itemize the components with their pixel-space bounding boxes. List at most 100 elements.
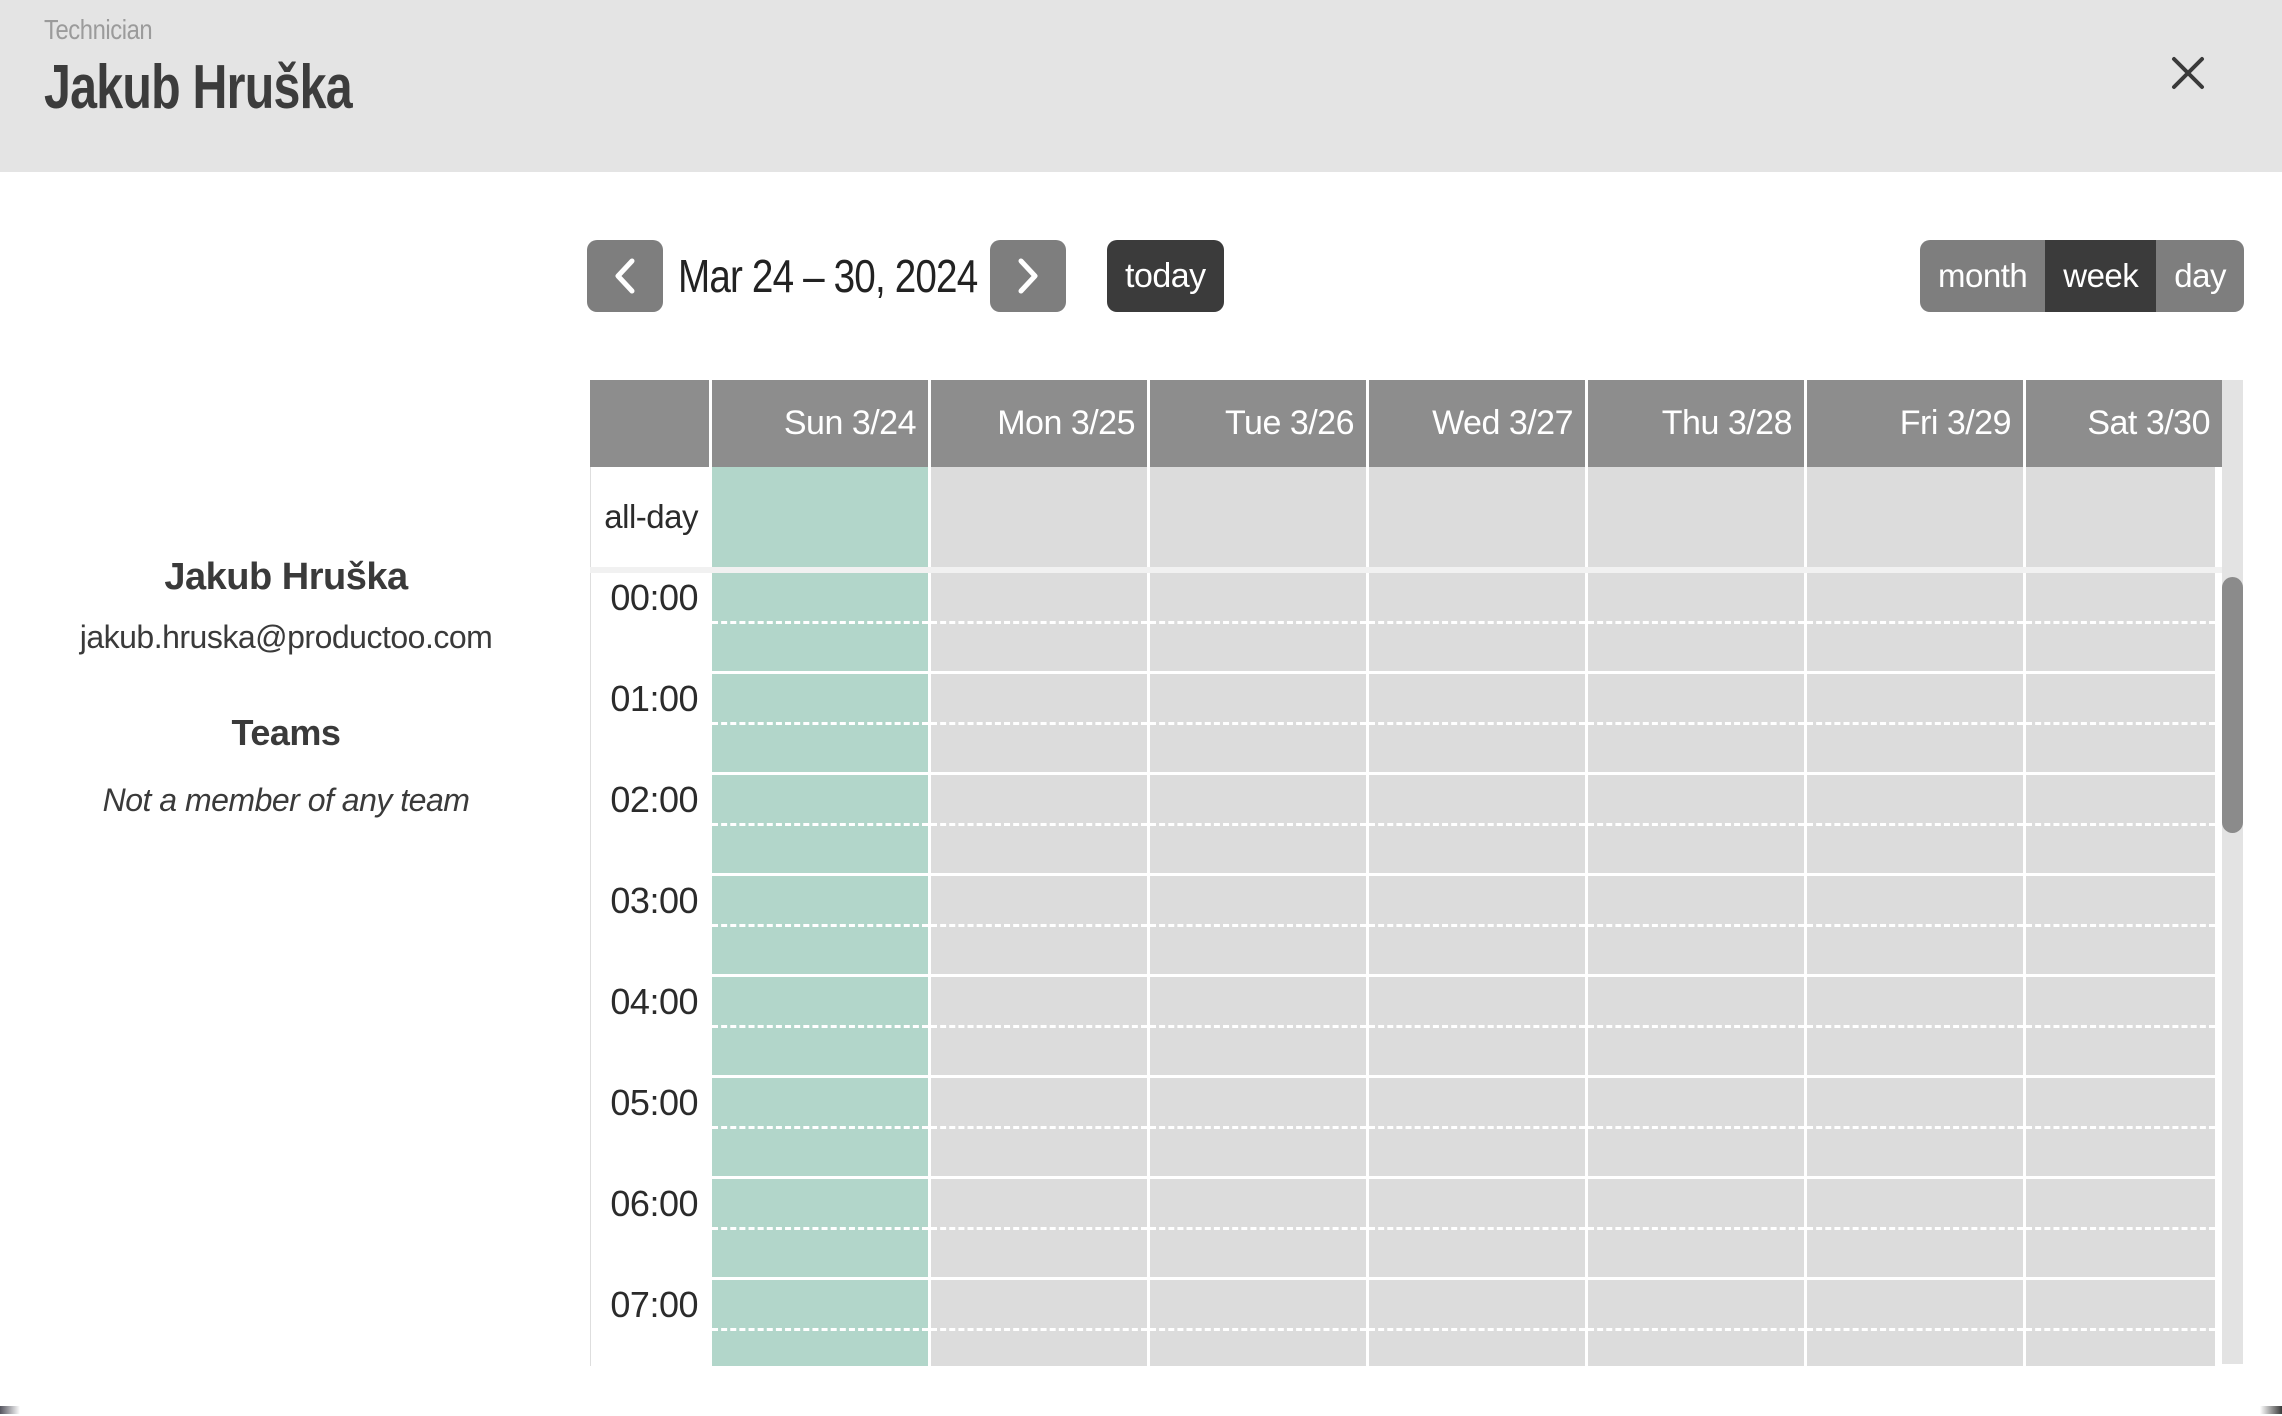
time-slot-fri-04:00[interactable] [1807,977,2023,1078]
day-column-fri [1804,573,2023,1366]
time-slot-thu-00:00[interactable] [1588,573,1804,674]
time-label-03:00: 03:00 [610,880,698,921]
close-icon [2172,57,2204,89]
time-slot-wed-04:00[interactable] [1369,977,1585,1078]
view-switcher: month week day [1920,240,2244,312]
time-slot-fri-07:00[interactable] [1807,1280,2023,1366]
calendar-scrollbar-thumb[interactable] [2222,577,2243,833]
all-day-cell-sat[interactable] [2023,467,2215,567]
time-label-06:00: 06:00 [610,1183,698,1224]
time-slot-fri-06:00[interactable] [1807,1179,2023,1280]
time-slot-sat-07:00[interactable] [2026,1280,2215,1366]
time-slot-mon-07:00[interactable] [931,1280,1147,1366]
time-slot-fri-01:00[interactable] [1807,674,2023,775]
cutoff-ui-fragment-right [2260,1406,2282,1414]
all-day-row [709,467,2215,567]
time-slot-thu-03:00[interactable] [1588,876,1804,977]
time-slot-sat-02:00[interactable] [2026,775,2215,876]
today-button[interactable]: today [1107,240,1224,312]
time-slot-fri-03:00[interactable] [1807,876,2023,977]
cutoff-ui-fragment-left [0,1406,20,1414]
day-column-tue [1147,573,1366,1366]
day-header-sun: Sun 3/24 [709,380,928,467]
time-slot-sun-07:00[interactable] [712,1280,928,1366]
time-slot-thu-07:00[interactable] [1588,1280,1804,1366]
all-day-cell-mon[interactable] [928,467,1147,567]
panel-header: Technician Jakub Hruška [0,0,2282,172]
view-day-button[interactable]: day [2156,240,2244,312]
calendar-header-row: Sun 3/24 Mon 3/25 Tue 3/26 Wed 3/27 Thu 3/28… [590,380,2222,467]
all-day-cell-fri[interactable] [1804,467,2023,567]
time-slot-tue-01:00[interactable] [1150,674,1366,775]
day-header-sat: Sat 3/30 [2023,380,2222,467]
time-slot-sun-03:00[interactable] [712,876,928,977]
calendar-left-border [590,467,591,1366]
day-column-sun [709,573,928,1366]
time-label-07:00: 07:00 [610,1284,698,1325]
time-slot-wed-07:00[interactable] [1369,1280,1585,1366]
time-slot-sat-05:00[interactable] [2026,1078,2215,1179]
time-slot-mon-05:00[interactable] [931,1078,1147,1179]
time-slot-tue-07:00[interactable] [1150,1280,1366,1366]
time-slot-tue-06:00[interactable] [1150,1179,1366,1280]
time-slot-mon-00:00[interactable] [931,573,1147,674]
time-slot-thu-05:00[interactable] [1588,1078,1804,1179]
time-slot-sat-03:00[interactable] [2026,876,2215,977]
time-slot-thu-01:00[interactable] [1588,674,1804,775]
time-slot-tue-04:00[interactable] [1150,977,1366,1078]
time-slot-sat-01:00[interactable] [2026,674,2215,775]
time-slot-tue-03:00[interactable] [1150,876,1366,977]
time-slot-sat-06:00[interactable] [2026,1179,2215,1280]
day-column-thu [1585,573,1804,1366]
time-slot-fri-02:00[interactable] [1807,775,2023,876]
time-slot-wed-00:00[interactable] [1369,573,1585,674]
page-title: Jakub Hruška [44,53,353,122]
next-week-button[interactable] [990,240,1066,312]
time-slot-sun-04:00[interactable] [712,977,928,1078]
time-slot-thu-04:00[interactable] [1588,977,1804,1078]
time-slot-thu-02:00[interactable] [1588,775,1804,876]
time-slot-tue-05:00[interactable] [1150,1078,1366,1179]
time-slot-sun-05:00[interactable] [712,1078,928,1179]
view-month-button[interactable]: month [1920,240,2046,312]
time-slot-mon-04:00[interactable] [931,977,1147,1078]
calendar-scrollbar-track[interactable] [2222,380,2243,1364]
time-slot-wed-01:00[interactable] [1369,674,1585,775]
time-label-05:00: 05:00 [610,1082,698,1123]
all-day-cell-sun[interactable] [709,467,928,567]
time-grid [709,573,2215,1366]
time-slot-wed-03:00[interactable] [1369,876,1585,977]
time-slot-sun-06:00[interactable] [712,1179,928,1280]
day-column-wed [1366,573,1585,1366]
week-calendar: Sun 3/24 Mon 3/25 Tue 3/26 Wed 3/27 Thu 3/28… [590,380,2243,1366]
day-header-fri: Fri 3/29 [1804,380,2023,467]
technician-name: Jakub Hruška [164,556,408,598]
time-slot-sun-00:00[interactable] [712,573,928,674]
time-slot-mon-06:00[interactable] [931,1179,1147,1280]
time-slot-tue-00:00[interactable] [1150,573,1366,674]
all-day-cell-tue[interactable] [1147,467,1366,567]
time-slot-mon-02:00[interactable] [931,775,1147,876]
day-column-mon [928,573,1147,1366]
time-slot-wed-06:00[interactable] [1369,1179,1585,1280]
time-slot-thu-06:00[interactable] [1588,1179,1804,1280]
all-day-cell-thu[interactable] [1585,467,1804,567]
time-slot-wed-05:00[interactable] [1369,1078,1585,1179]
time-slot-fri-05:00[interactable] [1807,1078,2023,1179]
time-slot-fri-00:00[interactable] [1807,573,2023,674]
view-week-button[interactable]: week [2045,240,2157,312]
time-slot-mon-03:00[interactable] [931,876,1147,977]
all-day-cell-wed[interactable] [1366,467,1585,567]
time-slot-sat-00:00[interactable] [2026,573,2215,674]
time-slot-sun-01:00[interactable] [712,674,928,775]
prev-week-button[interactable] [587,240,663,312]
time-label-02:00: 02:00 [610,779,698,820]
time-slot-tue-02:00[interactable] [1150,775,1366,876]
close-button[interactable] [2158,43,2218,103]
time-slot-wed-02:00[interactable] [1369,775,1585,876]
time-slot-sat-04:00[interactable] [2026,977,2215,1078]
time-slot-mon-01:00[interactable] [931,674,1147,775]
technician-profile: Jakub Hruška jakub.hruska@productoo.com … [0,540,572,819]
time-slot-sun-02:00[interactable] [712,775,928,876]
